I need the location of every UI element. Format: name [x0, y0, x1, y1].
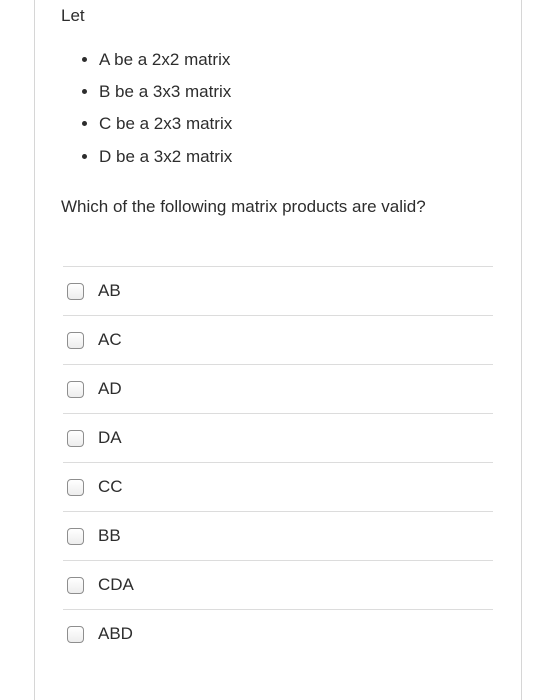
option-row: AC [63, 315, 493, 364]
bullet-item: C be a 2x3 matrix [99, 108, 495, 140]
option-label: AB [98, 281, 121, 301]
option-label: BB [98, 526, 121, 546]
bullet-item: A be a 2x2 matrix [99, 44, 495, 76]
option-label: ABD [98, 624, 133, 644]
options-list: AB AC AD DA CC BB CDA ABD [61, 266, 495, 658]
option-row: CDA [63, 560, 493, 609]
option-label: AD [98, 379, 122, 399]
checkbox-icon[interactable] [67, 577, 84, 594]
option-row: AB [63, 266, 493, 315]
checkbox-icon[interactable] [67, 332, 84, 349]
option-label: CDA [98, 575, 134, 595]
option-label: DA [98, 428, 122, 448]
option-row: BB [63, 511, 493, 560]
question-text: Which of the following matrix products a… [61, 191, 495, 222]
option-row: DA [63, 413, 493, 462]
option-label: CC [98, 477, 123, 497]
checkbox-icon[interactable] [67, 479, 84, 496]
question-card: Let A be a 2x2 matrix B be a 3x3 matrix … [34, 0, 522, 700]
bullet-item: D be a 3x2 matrix [99, 141, 495, 173]
checkbox-icon[interactable] [67, 528, 84, 545]
checkbox-icon[interactable] [67, 626, 84, 643]
checkbox-icon[interactable] [67, 283, 84, 300]
checkbox-icon[interactable] [67, 430, 84, 447]
option-row: AD [63, 364, 493, 413]
option-label: AC [98, 330, 122, 350]
intro-text: Let [61, 4, 495, 28]
option-row: CC [63, 462, 493, 511]
option-row: ABD [63, 609, 493, 658]
bullet-item: B be a 3x3 matrix [99, 76, 495, 108]
checkbox-icon[interactable] [67, 381, 84, 398]
bullet-list: A be a 2x2 matrix B be a 3x3 matrix C be… [61, 44, 495, 173]
